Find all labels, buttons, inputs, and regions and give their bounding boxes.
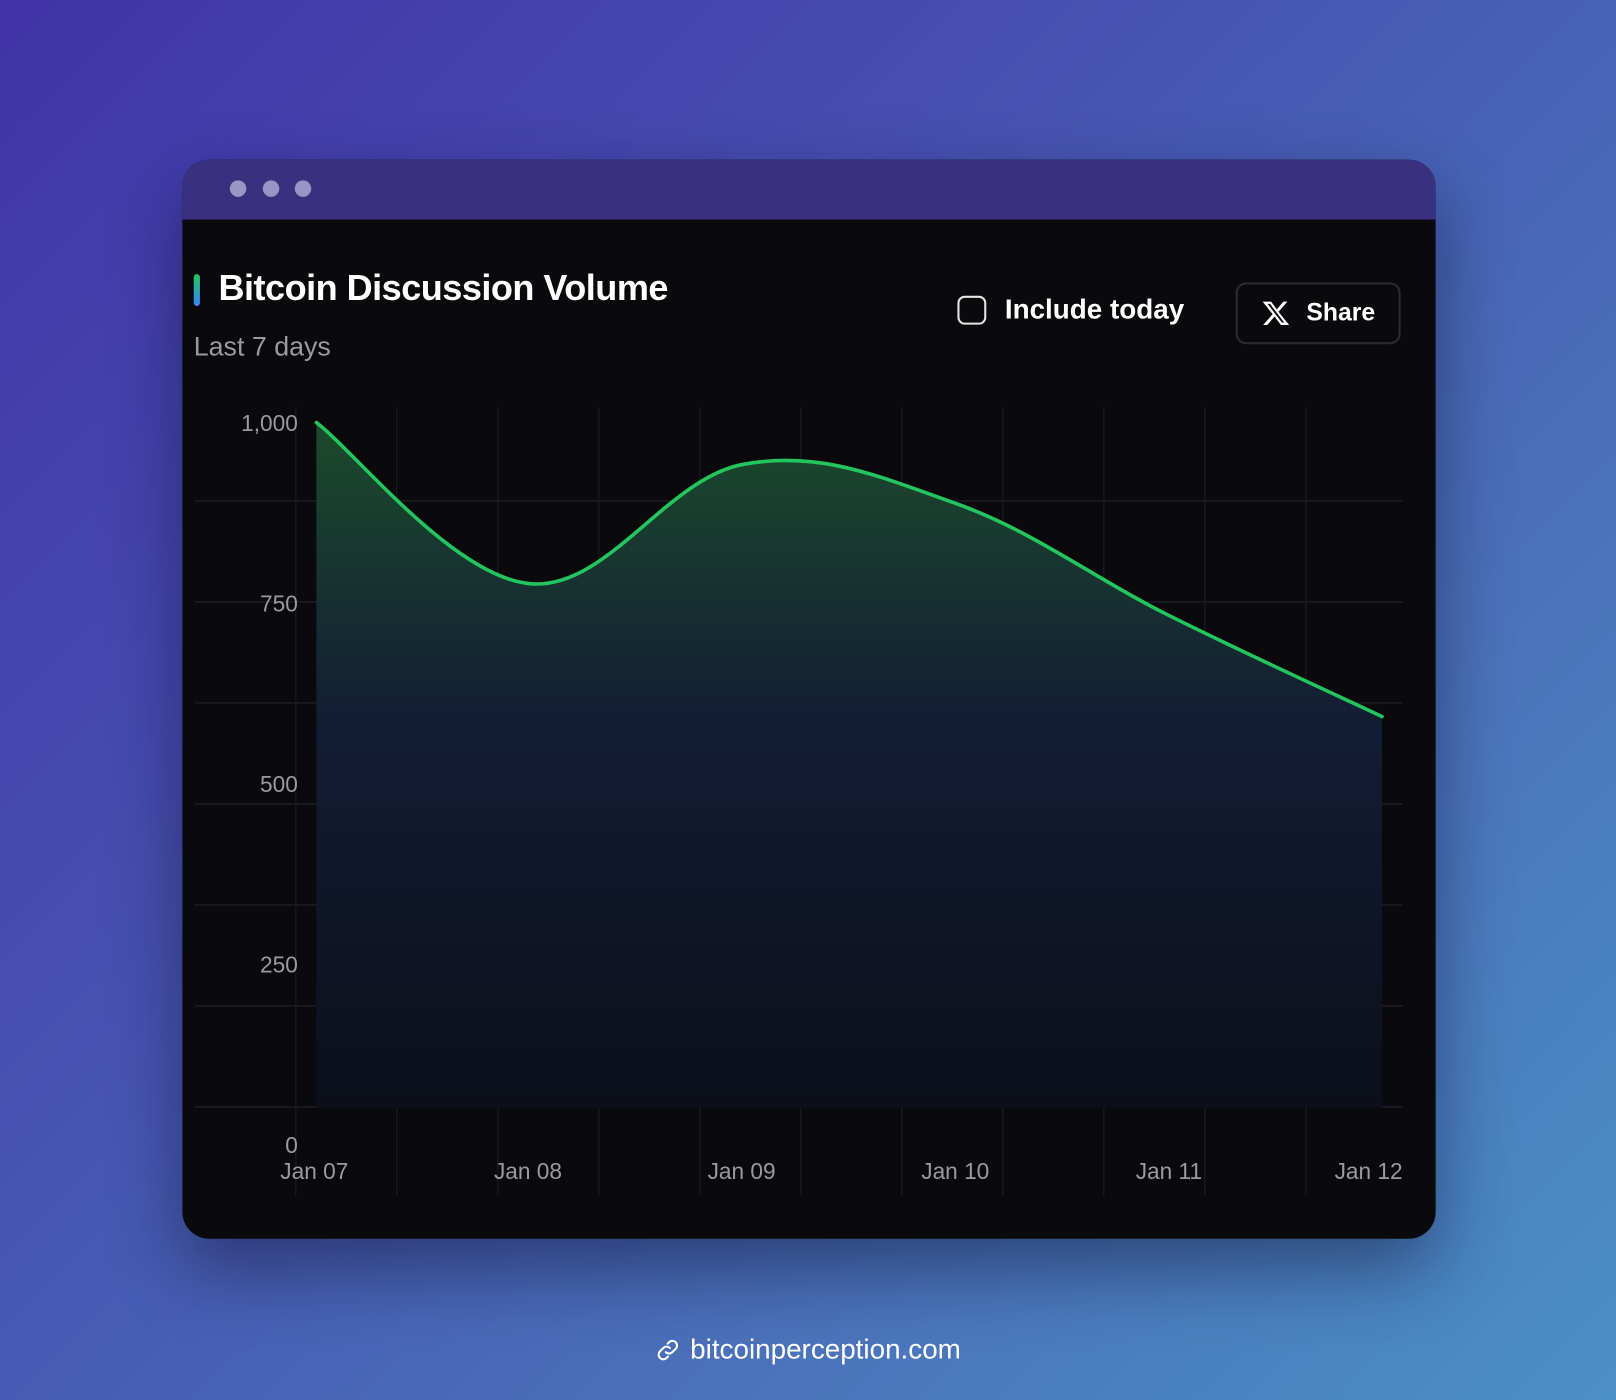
chart-subtitle: Last 7 days (193, 330, 331, 362)
y-tick-label: 250 (260, 952, 298, 978)
include-today-checkbox[interactable] (957, 295, 987, 325)
window-dot (262, 180, 280, 197)
title-accent-bar (193, 274, 200, 307)
footer-url[interactable]: bitcoinperception.com (690, 1333, 961, 1365)
x-tick-label: Jan 07 (280, 1158, 348, 1184)
x-tick-label: Jan 12 (1335, 1158, 1403, 1184)
y-tick-label: 0 (285, 1132, 298, 1158)
chart-title: Bitcoin Discussion Volume (218, 267, 668, 309)
chart-card: Bitcoin Discussion Volume Last 7 days In… (182, 159, 1436, 1239)
x-tick-label: Jan 11 (1136, 1158, 1202, 1184)
y-tick-label: 1,000 (241, 410, 298, 436)
window-titlebar (182, 159, 1436, 220)
link-icon (657, 1339, 678, 1360)
share-label: Share (1306, 298, 1376, 327)
include-today-toggle[interactable]: Include today (957, 294, 1184, 326)
area-fill (316, 422, 1383, 1108)
include-today-label: Include today (1004, 293, 1185, 325)
x-tick-label: Jan 10 (921, 1158, 989, 1184)
area-chart: 0 250 500 750 1,000 Jan 07 Jan 08 Jan 09 Jan 10… (194, 407, 1403, 1196)
share-button[interactable]: Share (1235, 282, 1401, 345)
footer-link[interactable]: bitcoinperception.com (0, 1334, 1616, 1366)
y-tick-label: 750 (260, 590, 298, 616)
window-dot (294, 180, 312, 197)
series-line (314, 420, 1384, 719)
x-tick-label: Jan 08 (494, 1158, 562, 1184)
x-tick-label: Jan 09 (708, 1158, 776, 1184)
window-dot (229, 180, 247, 197)
y-tick-label: 500 (260, 771, 298, 797)
x-logo-icon (1262, 301, 1289, 325)
